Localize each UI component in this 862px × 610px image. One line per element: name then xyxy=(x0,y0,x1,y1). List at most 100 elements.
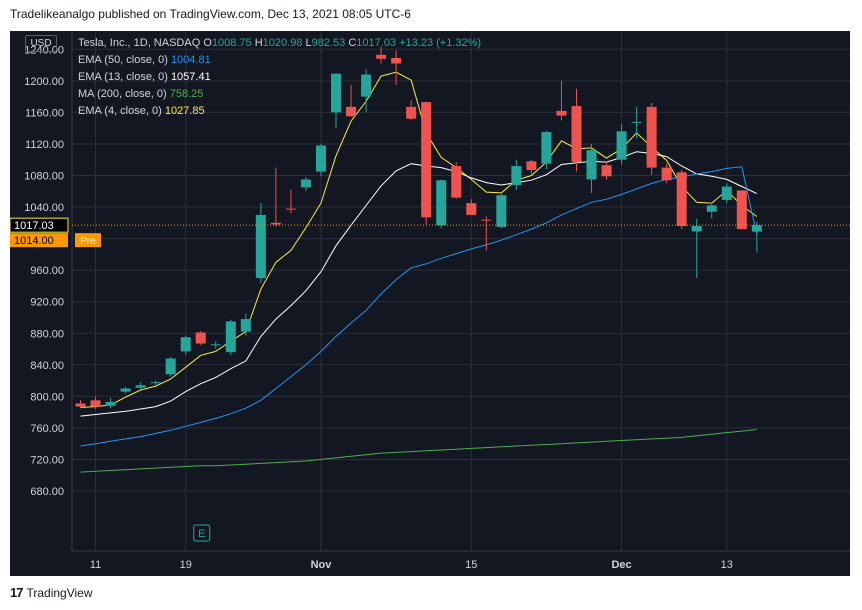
pre-label-text: Pre xyxy=(80,236,96,247)
candle-body xyxy=(571,106,582,163)
currency-badge[interactable]: USD xyxy=(25,35,57,52)
candle-body xyxy=(105,401,116,406)
candle xyxy=(346,84,357,117)
indicator-label: EMA (4, close, 0) xyxy=(78,105,162,117)
candle-body xyxy=(556,110,567,116)
candle xyxy=(511,159,522,190)
candle-body xyxy=(421,102,432,218)
candle xyxy=(255,203,266,283)
candle xyxy=(120,386,131,394)
indicator-row-ma200[interactable]: MA (200, close, 0) 758.25 xyxy=(78,86,481,103)
x-tick-label: 15 xyxy=(465,559,477,571)
candle-body xyxy=(526,161,537,170)
candle xyxy=(225,319,236,356)
pre-price-tag-text: 1014.00 xyxy=(14,235,54,247)
x-tick-label: 11 xyxy=(90,559,101,571)
candle-body xyxy=(616,131,627,160)
close-value: 1017.03 xyxy=(356,37,397,49)
candle-body xyxy=(120,388,131,392)
low-key: L xyxy=(305,37,312,49)
chart-legend: Tesla, Inc., 1D, NASDAQ O1008.75 H1020.9… xyxy=(78,35,481,120)
indicator-row-ema13[interactable]: EMA (13, close, 0) 1057.41 xyxy=(78,69,481,86)
candle-body xyxy=(300,179,311,188)
open-value: 1008.75 xyxy=(211,37,252,49)
indicator-value: 1057.41 xyxy=(170,71,211,83)
chart-pane[interactable]: 680.00 720.00 760.00 800.00 840.00 880.00 920.… xyxy=(10,31,850,576)
candle-body xyxy=(376,54,387,59)
candle-body xyxy=(541,132,552,164)
indicator-line xyxy=(80,166,758,447)
candle-body xyxy=(661,167,672,181)
symbol-label[interactable]: Tesla, Inc., 1D, NASDAQ xyxy=(78,37,201,49)
candle xyxy=(135,382,146,391)
indicator-value: 1027.85 xyxy=(164,105,205,117)
indicator-value: 1004.81 xyxy=(170,54,211,66)
earnings-marker-box xyxy=(193,524,211,542)
candle xyxy=(661,163,672,184)
candle xyxy=(270,167,281,227)
candle-body xyxy=(90,400,101,407)
candle-body xyxy=(631,121,642,123)
last-price-tag: 1017.03 xyxy=(10,217,69,233)
y-tick-label: 680.00 xyxy=(30,486,64,498)
candle xyxy=(631,106,642,139)
earnings-marker-text: E xyxy=(198,528,205,540)
candle xyxy=(105,397,116,409)
price-chart[interactable]: 680.00 720.00 760.00 800.00 840.00 880.00 920.… xyxy=(10,31,850,576)
high-key: H xyxy=(254,37,263,49)
candle xyxy=(736,189,747,230)
high-value: 1020.98 xyxy=(262,37,303,49)
candle xyxy=(706,202,717,219)
indicator-row-ema50[interactable]: EMA (50, close, 0) 1004.81 xyxy=(78,52,481,69)
indicator-row-ema4[interactable]: EMA (4, close, 0) 1027.85 xyxy=(78,103,481,120)
candle xyxy=(315,143,326,177)
candle-body xyxy=(135,385,146,388)
indicator-label: EMA (50, close, 0) xyxy=(78,54,168,66)
published-line: Tradelikeanalgo published on TradingView… xyxy=(10,7,411,21)
candle-body xyxy=(406,106,417,119)
indicator-line xyxy=(80,151,758,417)
candle xyxy=(195,330,206,346)
candle-body xyxy=(255,214,266,279)
x-tick-label: 19 xyxy=(180,559,192,571)
axes: 680.00 720.00 760.00 800.00 840.00 880.00 920.… xyxy=(24,31,850,571)
brand-name[interactable]: TradingView xyxy=(26,585,93,600)
price-tags: 1017.03 1014.00 Pre E xyxy=(10,217,850,542)
candle xyxy=(391,50,402,85)
candle xyxy=(150,380,161,386)
y-tick-label: 960.00 xyxy=(30,265,64,277)
y-tick-label: 920.00 xyxy=(30,297,64,309)
tradingview-logo-icon[interactable]: 17 xyxy=(10,585,24,600)
candle-body xyxy=(195,332,206,344)
pre-price-tag: 1014.00 Pre xyxy=(10,233,101,248)
footer: 17 TradingView xyxy=(10,585,93,600)
candle-body xyxy=(451,166,462,198)
candle-body xyxy=(165,358,176,375)
candle-body xyxy=(706,205,717,212)
y-tick-label: 1120.00 xyxy=(25,139,64,151)
candle-body xyxy=(346,106,357,117)
candle-body xyxy=(240,319,251,332)
candle xyxy=(331,72,342,129)
y-tick-label: 840.00 xyxy=(30,360,64,372)
candle xyxy=(421,102,432,225)
indicator-value: 758.25 xyxy=(169,88,204,100)
candle-body xyxy=(466,203,477,215)
candle xyxy=(691,218,702,279)
candle-body xyxy=(646,106,657,168)
candle-body xyxy=(331,73,342,113)
candle xyxy=(165,356,176,377)
candle-body xyxy=(691,225,702,232)
candle xyxy=(406,100,417,121)
candle-body xyxy=(496,195,507,227)
last-price-tag-box xyxy=(10,217,69,233)
ohlc-row: Tesla, Inc., 1D, NASDAQ O1008.75 H1020.9… xyxy=(78,35,481,52)
candle xyxy=(436,179,447,229)
candle xyxy=(481,216,492,251)
candle-body xyxy=(676,172,687,226)
candle xyxy=(526,159,537,174)
candle-body xyxy=(180,337,191,352)
low-value: 982.53 xyxy=(311,37,346,49)
candle xyxy=(451,162,462,200)
x-tick-label: Nov xyxy=(311,559,333,571)
